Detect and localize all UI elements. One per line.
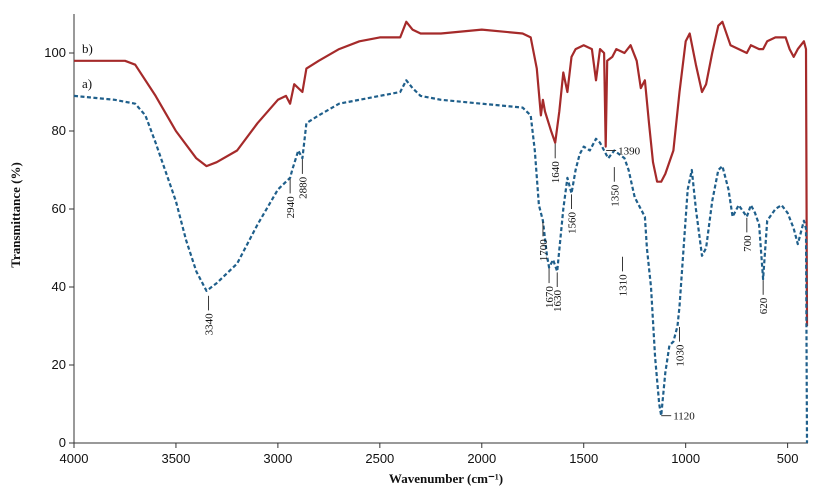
peak-label: 1560: [567, 212, 579, 235]
x-tick-label: 3500: [161, 451, 190, 466]
y-tick-label: 20: [52, 357, 66, 372]
peak-label: 1630: [552, 290, 564, 313]
series-line-a: [73, 79, 809, 444]
y-tick-label: 100: [44, 45, 66, 60]
x-tick-label: 2000: [467, 451, 496, 466]
series-label: a): [82, 76, 92, 91]
x-tick-label: 1500: [569, 451, 598, 466]
peak-label: 620: [758, 297, 770, 314]
x-tick-label: 1000: [671, 451, 700, 466]
x-tick-label: 3000: [263, 451, 292, 466]
series-label: b): [82, 41, 93, 56]
peak-label: 2940: [285, 196, 297, 219]
x-tick-label: 500: [777, 451, 799, 466]
y-axis-title: Transmittance (%): [8, 162, 23, 268]
peak-label: 700: [742, 235, 754, 252]
x-tick-label: 2500: [365, 451, 394, 466]
series-layer: b) a): [73, 20, 809, 444]
peak-label: 2880: [297, 176, 309, 199]
peak-label: 1030: [675, 344, 687, 367]
y-tick-label: 80: [52, 123, 66, 138]
y-tick-label: 60: [52, 201, 66, 216]
x-axis-title: Wavenumber (cm⁻¹): [389, 471, 503, 486]
peak-label: 1670: [544, 286, 556, 309]
peak-label: 3340: [204, 313, 216, 336]
peak-label: 1640: [550, 161, 562, 184]
peak-label: 1700: [538, 239, 550, 261]
peak-label: 1120: [673, 411, 695, 423]
peak-label: 1350: [609, 184, 621, 207]
axes: 4000 3500 3000 2500 2000 1500 1000 500 0 20 40 60 80…: [44, 14, 808, 466]
peak-label: 1310: [618, 274, 630, 297]
y-tick-label: 0: [59, 435, 66, 450]
series-line-b: [74, 20, 809, 327]
x-tick-label: 4000: [60, 451, 89, 466]
y-tick-label: 40: [52, 279, 66, 294]
peak-label: 1390: [618, 146, 641, 158]
